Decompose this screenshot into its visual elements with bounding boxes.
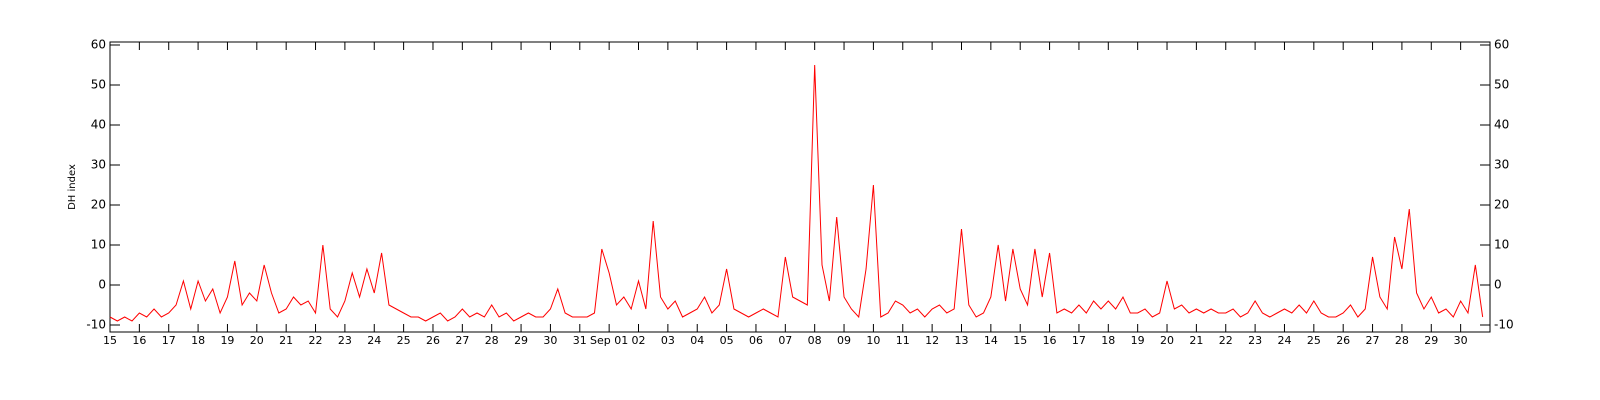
y-tick-label: 50 [1494, 78, 1509, 92]
y-tick-label: 60 [1494, 38, 1509, 52]
x-tick-label: 09 [837, 334, 851, 347]
data-line [109, 64, 1484, 322]
y-tick-label: 20 [1494, 198, 1509, 212]
x-tick-label: 25 [1307, 334, 1321, 347]
x-tick-label: 29 [514, 334, 528, 347]
x-tick-label: 19 [1131, 334, 1145, 347]
x-tick-label: 14 [984, 334, 998, 347]
y-tick-label: 30 [1494, 158, 1509, 172]
y-tick-label: 40 [1494, 118, 1509, 132]
x-tick-label: 30 [1454, 334, 1468, 347]
x-tick-label: 21 [1189, 334, 1203, 347]
x-tick-label: 26 [426, 334, 440, 347]
x-tick-label: 08 [808, 334, 822, 347]
x-tick-label: 23 [1248, 334, 1262, 347]
x-tick-label: 22 [1219, 334, 1233, 347]
y-tick-label: 60 [91, 38, 106, 52]
x-tick-label: 31 [573, 334, 587, 347]
x-tick-label: 17 [1072, 334, 1086, 347]
y-tick-label: -10 [1494, 318, 1514, 332]
x-tick-label: 07 [778, 334, 792, 347]
x-tick-label: 13 [954, 334, 968, 347]
x-tick-label: 02 [632, 334, 646, 347]
x-tick-label: 27 [1366, 334, 1380, 347]
x-tick-label: 28 [1395, 334, 1409, 347]
y-tick-label: 50 [91, 78, 106, 92]
x-tick-label: 20 [1160, 334, 1174, 347]
x-tick-label: 15 [103, 334, 117, 347]
x-tick-label: 29 [1424, 334, 1438, 347]
x-tick-label: 12 [925, 334, 939, 347]
x-tick-label: 06 [749, 334, 763, 347]
x-tick-label: 05 [720, 334, 734, 347]
x-tick-label: 11 [896, 334, 910, 347]
plot-frame [109, 41, 1491, 333]
x-tick-label: 27 [455, 334, 469, 347]
y-tick-label: 10 [91, 238, 106, 252]
x-tick-label: 19 [220, 334, 234, 347]
x-tick-label: 21 [279, 334, 293, 347]
x-tick-label: 23 [338, 334, 352, 347]
y-tick-label: 0 [98, 278, 106, 292]
x-tick-label: 15 [1013, 334, 1027, 347]
x-tick-label: Sep 01 [590, 334, 628, 347]
x-tick-label: 30 [543, 334, 557, 347]
y-tick-label: 20 [91, 198, 106, 212]
y-tick-label: 30 [91, 158, 106, 172]
x-tick-label: 03 [661, 334, 675, 347]
x-tick-label: 28 [485, 334, 499, 347]
x-tick-label: 25 [397, 334, 411, 347]
y-tick-label: 0 [1494, 278, 1502, 292]
y-tick-label: -10 [86, 318, 106, 332]
x-tick-label: 04 [690, 334, 704, 347]
x-tick-label: 24 [1277, 334, 1291, 347]
x-tick-label: 26 [1336, 334, 1350, 347]
x-tick-label: 16 [1043, 334, 1057, 347]
x-tick-label: 17 [162, 334, 176, 347]
x-tick-label: 18 [191, 334, 205, 347]
y-axis-label: DH index [67, 164, 78, 210]
x-tick-label: 20 [250, 334, 264, 347]
x-tick-label: 24 [367, 334, 381, 347]
x-tick-label: 16 [132, 334, 146, 347]
y-tick-label: 10 [1494, 238, 1509, 252]
x-tick-label: 10 [866, 334, 880, 347]
x-tick-label: 22 [309, 334, 323, 347]
x-tick-label: 18 [1101, 334, 1115, 347]
y-tick-label: 40 [91, 118, 106, 132]
